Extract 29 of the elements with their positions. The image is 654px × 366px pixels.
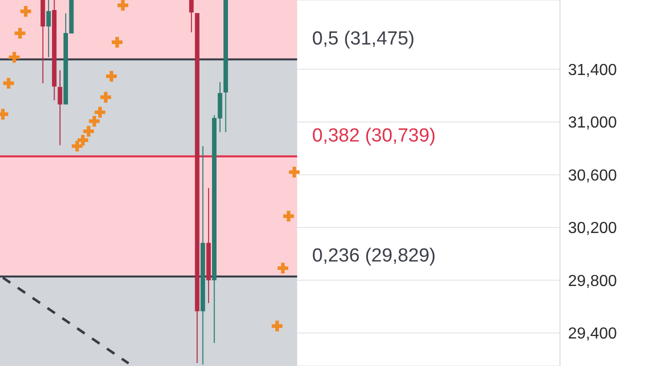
point (83, 126, 94, 137)
point (14, 28, 26, 39)
candlestick (189, 0, 194, 33)
point (94, 106, 106, 118)
point (106, 70, 117, 82)
y-tick-label: 30,600 (568, 167, 618, 184)
y-tick-label: 31,000 (568, 114, 618, 132)
point (20, 6, 32, 17)
point (283, 210, 294, 222)
candlestick (46, 0, 51, 58)
ref-line-label: 0,382 (30,739) (312, 125, 436, 146)
candlestick (58, 70, 62, 146)
point (288, 166, 300, 178)
y-tick-label: 29,800 (568, 272, 618, 290)
point (72, 140, 83, 152)
point (88, 116, 100, 127)
point (8, 52, 20, 63)
y-tick-label: 30,200 (568, 220, 618, 238)
point (112, 36, 123, 48)
point (77, 134, 88, 146)
ref-line-label: 0,236 (29,829) (312, 245, 436, 266)
point (3, 78, 14, 89)
y-tick-label: 29,400 (568, 326, 618, 343)
y-tick-label: 31,400 (568, 62, 618, 79)
ref-line-label: 0,5 (31,475) (312, 28, 415, 50)
point (100, 92, 112, 103)
point (117, 0, 128, 11)
point (277, 262, 288, 274)
point (272, 320, 283, 332)
